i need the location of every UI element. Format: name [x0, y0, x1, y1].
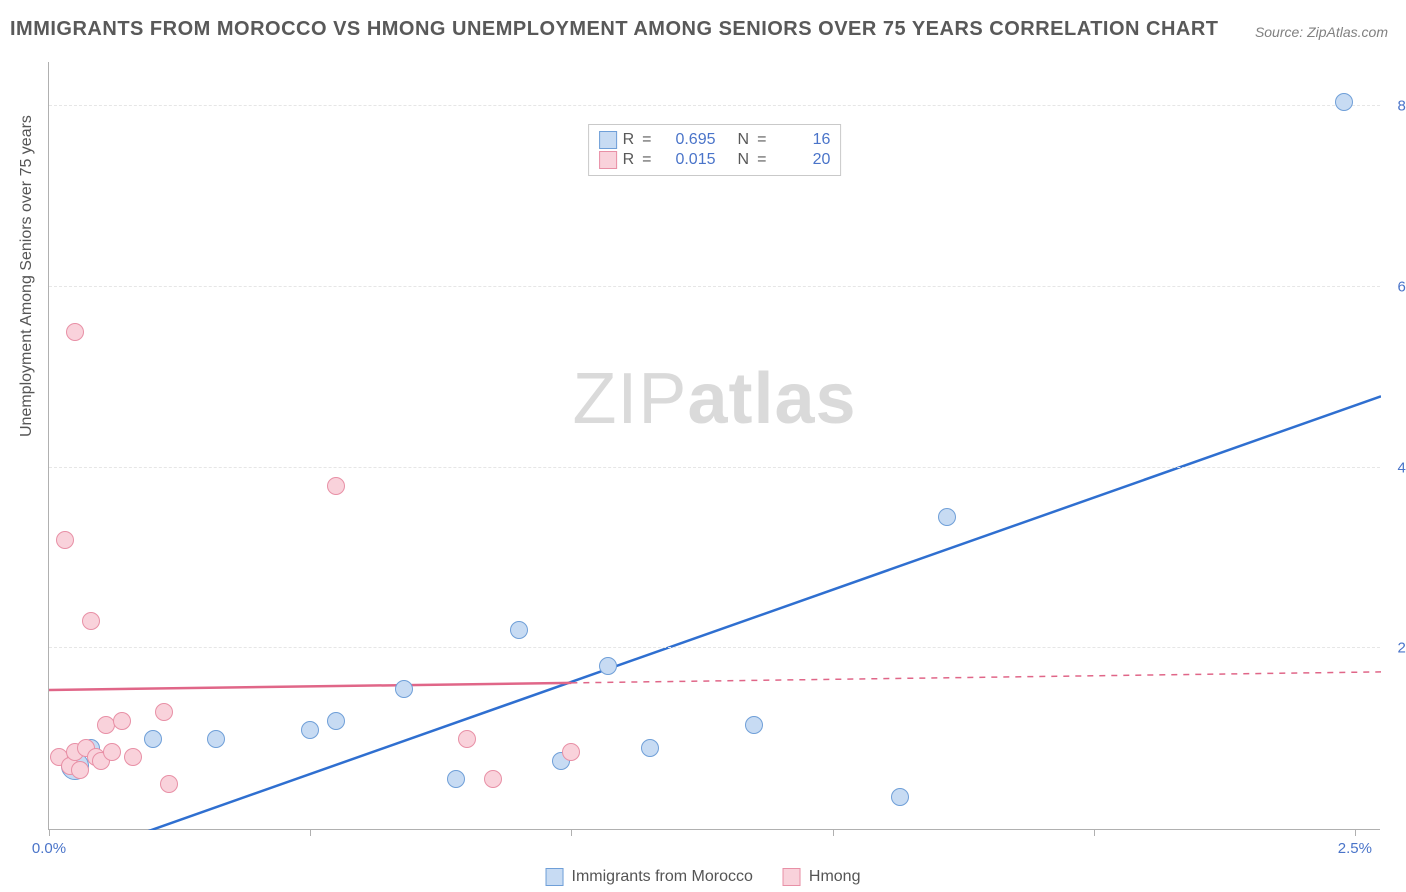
x-tick — [310, 829, 311, 836]
x-tick-label: 2.5% — [1338, 840, 1372, 857]
series-legend: Immigrants from Morocco Hmong — [546, 868, 861, 886]
plot-area: ZIPatlas R = 0.695 N = 16 R = 0.015 N = — [48, 62, 1380, 830]
gridline-h — [49, 467, 1380, 468]
point-hmong — [113, 712, 131, 730]
trend-line-dashed — [571, 672, 1381, 683]
source-attribution: Source: ZipAtlas.com — [1255, 24, 1388, 40]
x-tick — [571, 829, 572, 836]
point-hmong — [484, 770, 502, 788]
gridline-h — [49, 286, 1380, 287]
legend-label: Hmong — [809, 868, 861, 886]
legend-item-morocco: Immigrants from Morocco — [546, 868, 753, 886]
point-morocco — [144, 730, 162, 748]
legend-swatch-morocco — [546, 868, 564, 886]
y-tick-label: 60.0% — [1384, 278, 1406, 295]
point-hmong — [66, 323, 84, 341]
point-hmong — [71, 761, 89, 779]
gridline-h — [49, 647, 1380, 648]
x-tick-label: 0.0% — [32, 840, 66, 857]
point-morocco — [327, 712, 345, 730]
point-morocco — [301, 721, 319, 739]
point-morocco — [447, 770, 465, 788]
point-morocco — [938, 508, 956, 526]
point-hmong — [160, 775, 178, 793]
point-morocco — [745, 716, 763, 734]
chart-container: IMMIGRANTS FROM MOROCCO VS HMONG UNEMPLO… — [0, 0, 1406, 892]
chart-title: IMMIGRANTS FROM MOROCCO VS HMONG UNEMPLO… — [10, 18, 1219, 41]
trend-line-solid — [49, 683, 571, 690]
point-hmong — [155, 703, 173, 721]
y-tick-label: 20.0% — [1384, 640, 1406, 657]
point-morocco — [207, 730, 225, 748]
point-morocco — [1335, 93, 1353, 111]
y-axis-title: Unemployment Among Seniors over 75 years — [18, 115, 36, 437]
point-hmong — [327, 477, 345, 495]
y-tick-label: 40.0% — [1384, 459, 1406, 476]
point-hmong — [562, 743, 580, 761]
point-hmong — [82, 612, 100, 630]
point-morocco — [641, 739, 659, 757]
point-hmong — [103, 743, 121, 761]
point-hmong — [124, 748, 142, 766]
point-morocco — [510, 621, 528, 639]
point-hmong — [458, 730, 476, 748]
legend-swatch-hmong — [783, 868, 801, 886]
point-hmong — [56, 531, 74, 549]
trend-lines — [49, 62, 1381, 830]
x-tick — [1355, 829, 1356, 836]
x-tick — [1094, 829, 1095, 836]
point-morocco — [891, 788, 909, 806]
point-morocco — [395, 680, 413, 698]
x-tick — [49, 829, 50, 836]
y-tick-label: 80.0% — [1384, 98, 1406, 115]
x-tick — [833, 829, 834, 836]
trend-line-solid — [49, 396, 1381, 830]
legend-item-hmong: Hmong — [783, 868, 861, 886]
legend-label: Immigrants from Morocco — [572, 868, 753, 886]
gridline-h — [49, 105, 1380, 106]
point-morocco — [599, 657, 617, 675]
